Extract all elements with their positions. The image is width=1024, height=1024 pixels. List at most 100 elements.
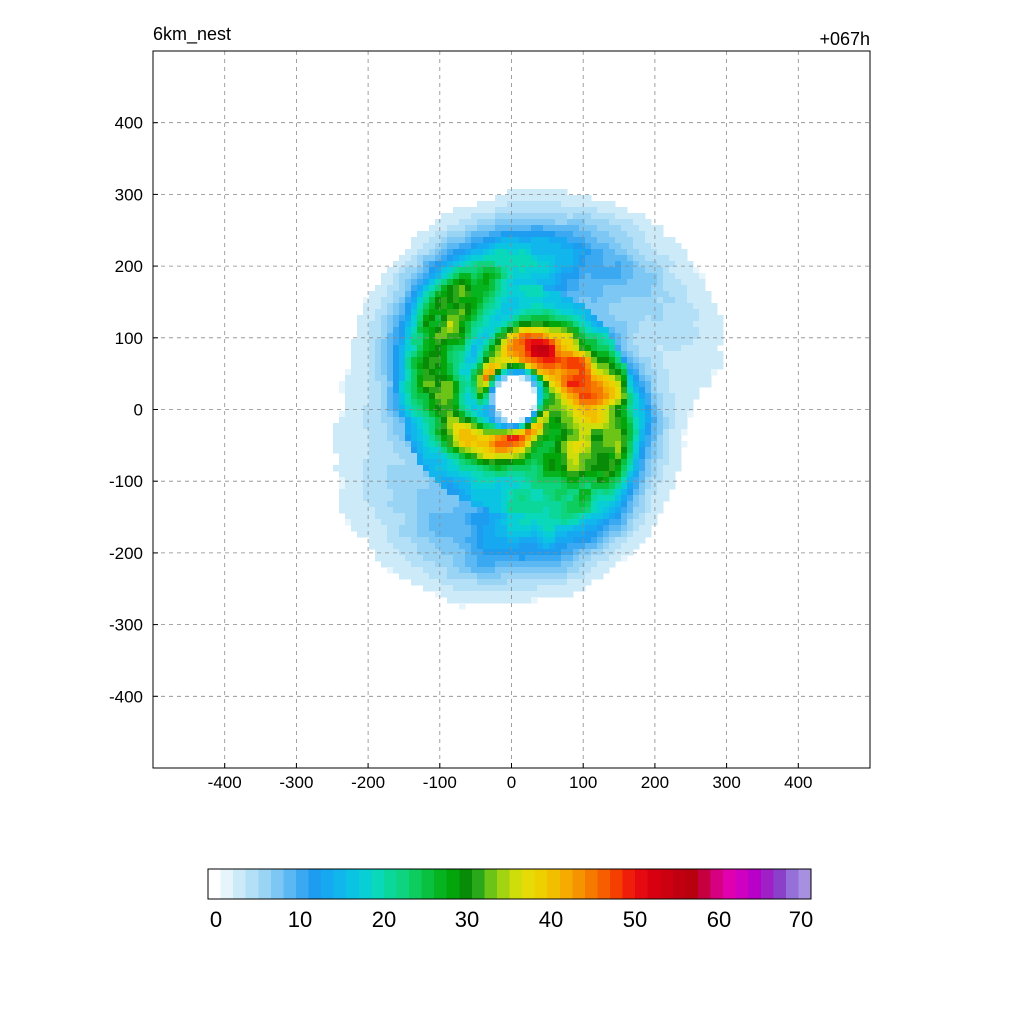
field-cell — [651, 453, 658, 460]
field-cell — [537, 441, 544, 448]
field-cell — [483, 465, 490, 472]
field-cell — [555, 549, 562, 556]
field-cell — [423, 237, 430, 244]
field-cell — [675, 351, 682, 358]
field-cell — [609, 297, 616, 304]
field-cell — [567, 297, 574, 304]
field-cell — [591, 297, 598, 304]
field-cell — [423, 273, 430, 280]
field-cell — [531, 351, 538, 358]
field-cell — [429, 327, 436, 334]
field-cell — [651, 441, 658, 448]
field-cell — [405, 537, 412, 544]
field-cell — [477, 495, 484, 502]
field-cell — [477, 483, 484, 490]
field-cell — [459, 597, 466, 604]
field-cell — [669, 363, 676, 370]
field-cell — [657, 285, 664, 292]
field-cell — [555, 315, 562, 322]
field-cell — [435, 267, 442, 274]
field-cell — [369, 519, 376, 526]
field-cell — [387, 495, 394, 502]
field-cell — [507, 351, 514, 358]
field-cell — [573, 279, 580, 286]
field-cell — [381, 309, 388, 316]
field-cell — [495, 333, 502, 340]
field-cell — [687, 339, 694, 346]
field-cell — [459, 495, 466, 502]
field-cell — [699, 273, 706, 280]
field-cell — [507, 195, 514, 202]
field-cell — [621, 261, 628, 268]
field-cell — [507, 357, 514, 364]
field-cell — [633, 423, 640, 430]
field-cell — [447, 495, 454, 502]
field-cell — [543, 381, 550, 388]
field-cell — [681, 255, 688, 262]
field-cell — [513, 255, 520, 262]
field-cell — [567, 411, 574, 418]
field-cell — [363, 489, 370, 496]
field-cell — [441, 459, 448, 466]
field-cell — [507, 345, 514, 352]
field-cell — [573, 297, 580, 304]
field-cell — [477, 477, 484, 484]
field-cell — [603, 351, 610, 358]
field-cell — [645, 429, 652, 436]
field-cell — [537, 537, 544, 544]
field-cell — [405, 525, 412, 532]
field-cell — [681, 363, 688, 370]
field-cell — [471, 327, 478, 334]
field-cell — [567, 363, 574, 370]
field-cell — [627, 411, 634, 418]
field-cell — [543, 567, 550, 574]
field-cell — [555, 435, 562, 442]
field-cell — [447, 279, 454, 286]
field-cell — [489, 219, 496, 226]
field-cell — [471, 267, 478, 274]
field-cell — [705, 333, 712, 340]
colorbar-swatch — [685, 869, 699, 899]
field-cell — [675, 465, 682, 472]
field-cell — [645, 435, 652, 442]
field-cell — [495, 507, 502, 514]
field-cell — [411, 537, 418, 544]
field-cell — [501, 321, 508, 328]
field-cell — [627, 315, 634, 322]
field-cell — [633, 375, 640, 382]
field-cell — [645, 297, 652, 304]
field-cell — [459, 447, 466, 454]
field-cell — [399, 303, 406, 310]
field-cell — [489, 579, 496, 586]
field-cell — [471, 243, 478, 250]
field-cell — [525, 543, 532, 550]
field-cell — [597, 495, 604, 502]
field-cell — [621, 387, 628, 394]
field-cell — [483, 297, 490, 304]
field-cell — [639, 381, 646, 388]
field-cell — [411, 273, 418, 280]
field-cell — [705, 303, 712, 310]
field-cell — [495, 477, 502, 484]
field-cell — [435, 381, 442, 388]
field-cell — [459, 219, 466, 226]
field-cell — [483, 579, 490, 586]
field-cell — [447, 567, 454, 574]
field-cell — [633, 219, 640, 226]
field-cell — [549, 543, 556, 550]
field-cell — [501, 297, 508, 304]
field-cell — [351, 465, 358, 472]
field-cell — [453, 519, 460, 526]
field-cell — [621, 303, 628, 310]
field-cell — [363, 477, 370, 484]
field-cell — [597, 417, 604, 424]
field-cell — [471, 405, 478, 412]
field-cell — [579, 315, 586, 322]
field-cell — [399, 267, 406, 274]
field-cell — [345, 447, 352, 454]
field-cell — [561, 303, 568, 310]
field-cell — [531, 585, 538, 592]
field-cell — [381, 393, 388, 400]
field-cell — [441, 315, 448, 322]
field-cell — [351, 357, 358, 364]
